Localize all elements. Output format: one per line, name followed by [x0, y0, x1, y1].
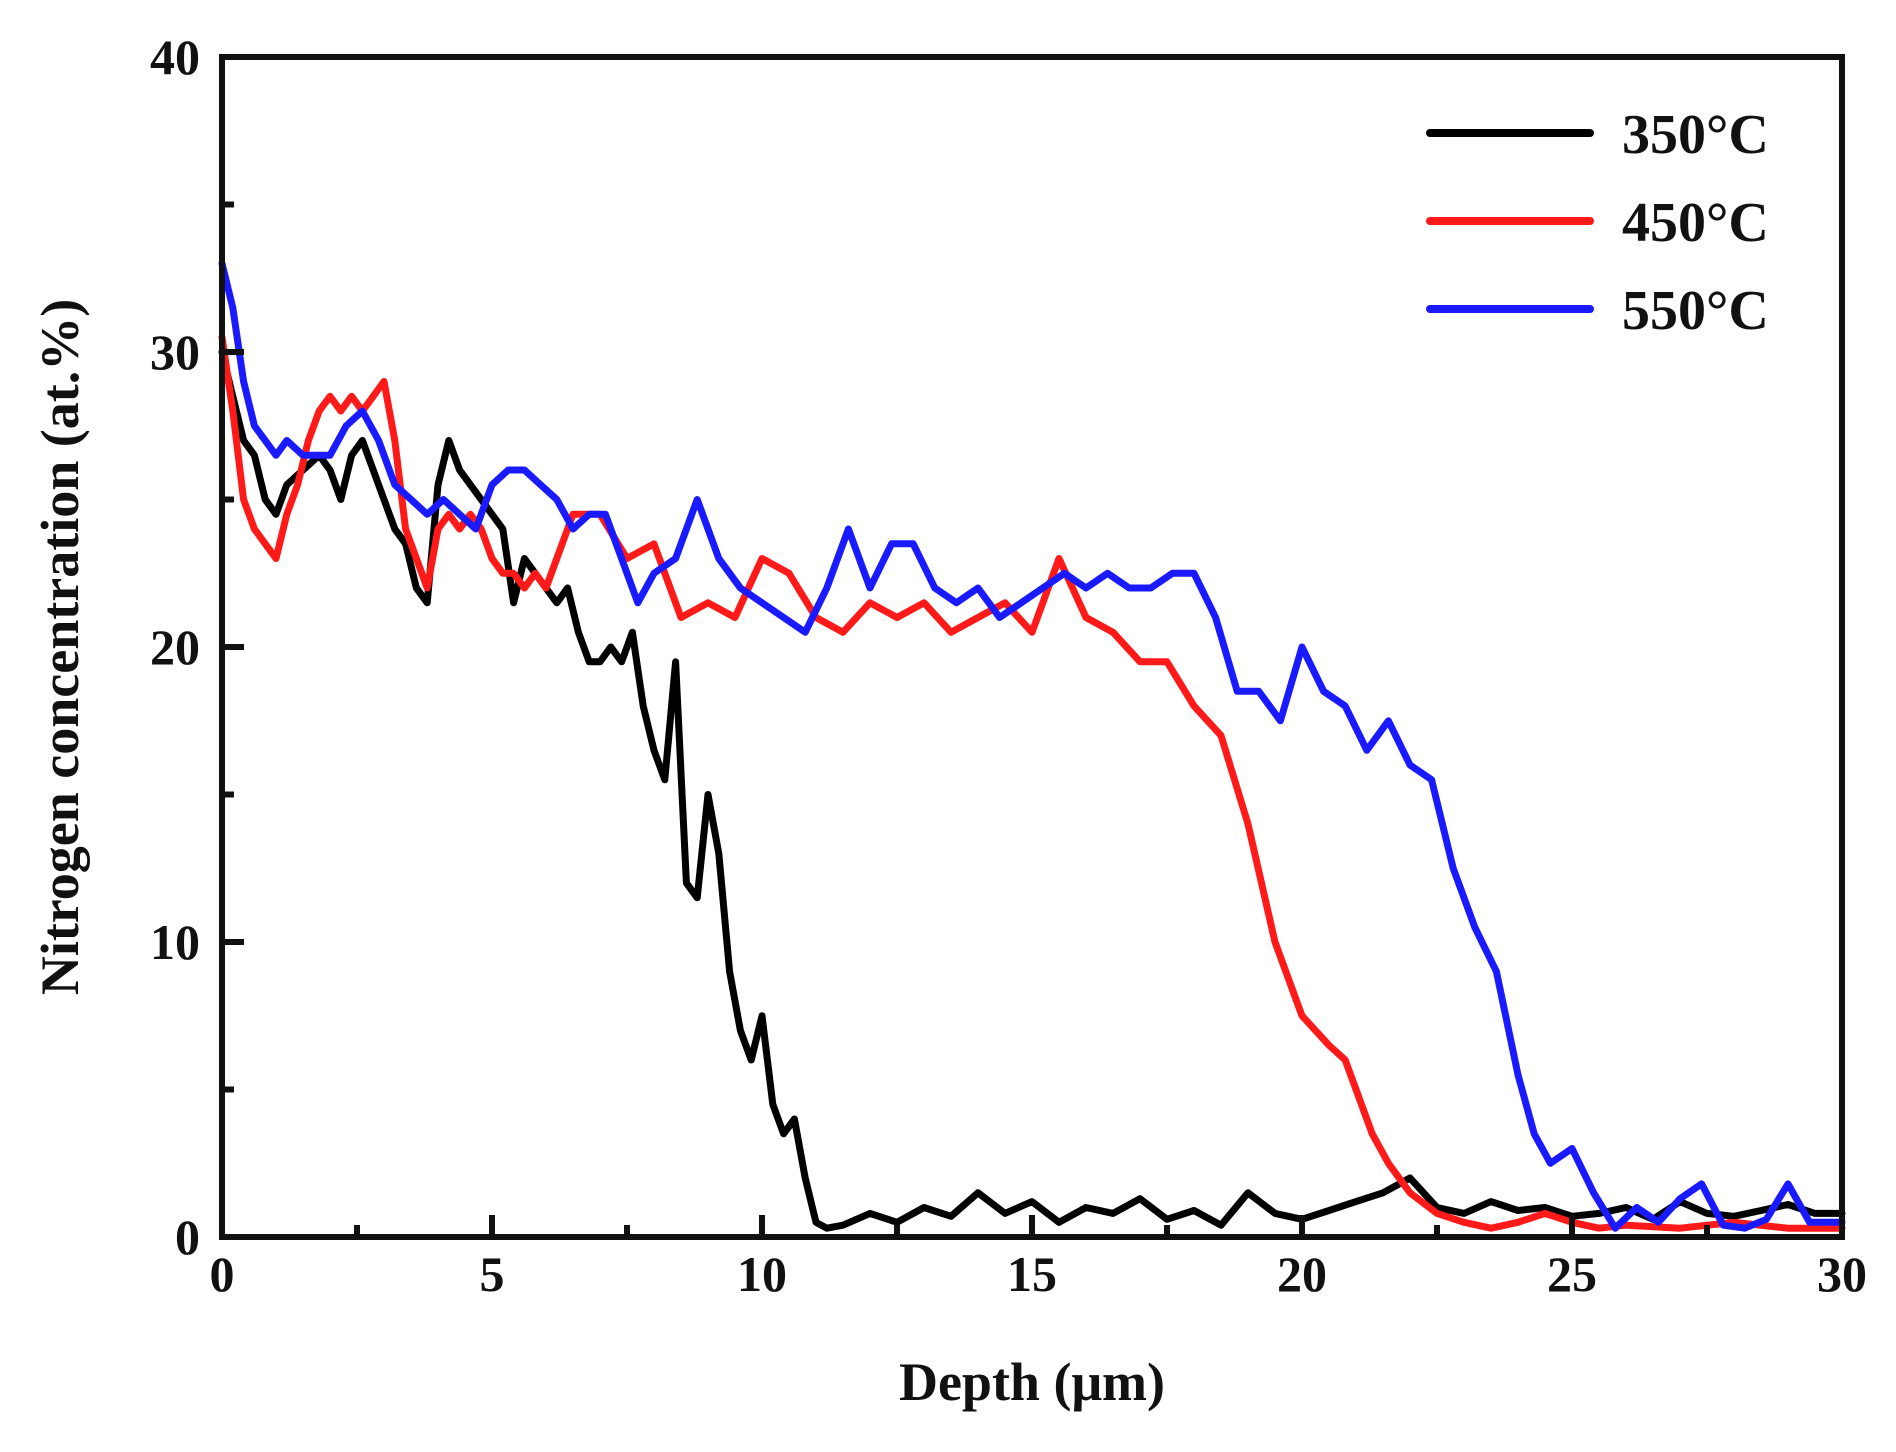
legend-label-1: 450°C	[1622, 192, 1769, 254]
y-tick-label: 30	[150, 324, 200, 380]
x-tick-label: 20	[1277, 1246, 1327, 1302]
legend-label-0: 350°C	[1622, 104, 1769, 166]
x-axis-title: Depth (μm)	[899, 1352, 1165, 1412]
x-tick-label: 30	[1817, 1246, 1867, 1302]
x-tick-label: 25	[1547, 1246, 1597, 1302]
y-tick-label: 40	[150, 29, 200, 85]
y-tick-label: 10	[150, 914, 200, 970]
series-line-0	[218, 348, 1846, 1232]
series-line-2	[218, 260, 1846, 1232]
legend: 350°C 450°C 550°C	[1426, 104, 1769, 342]
x-tick-label: 0	[210, 1246, 235, 1302]
x-tick-label: 5	[480, 1246, 505, 1302]
series-layer	[218, 260, 1846, 1232]
x-tick-label: 15	[1007, 1246, 1057, 1302]
legend-label-2: 550°C	[1622, 280, 1769, 342]
x-tick-label: 10	[737, 1246, 787, 1302]
series-line-1	[218, 333, 1846, 1232]
plot-frame	[219, 54, 1845, 1240]
y-axis-title: Nitrogen concentration (at.%)	[30, 299, 90, 995]
ticks-layer: 0 5 10 15 20 25 30 0 10 20 30 40	[150, 29, 1867, 1302]
y-tick-label: 20	[150, 619, 200, 675]
y-tick-label: 0	[175, 1209, 200, 1265]
